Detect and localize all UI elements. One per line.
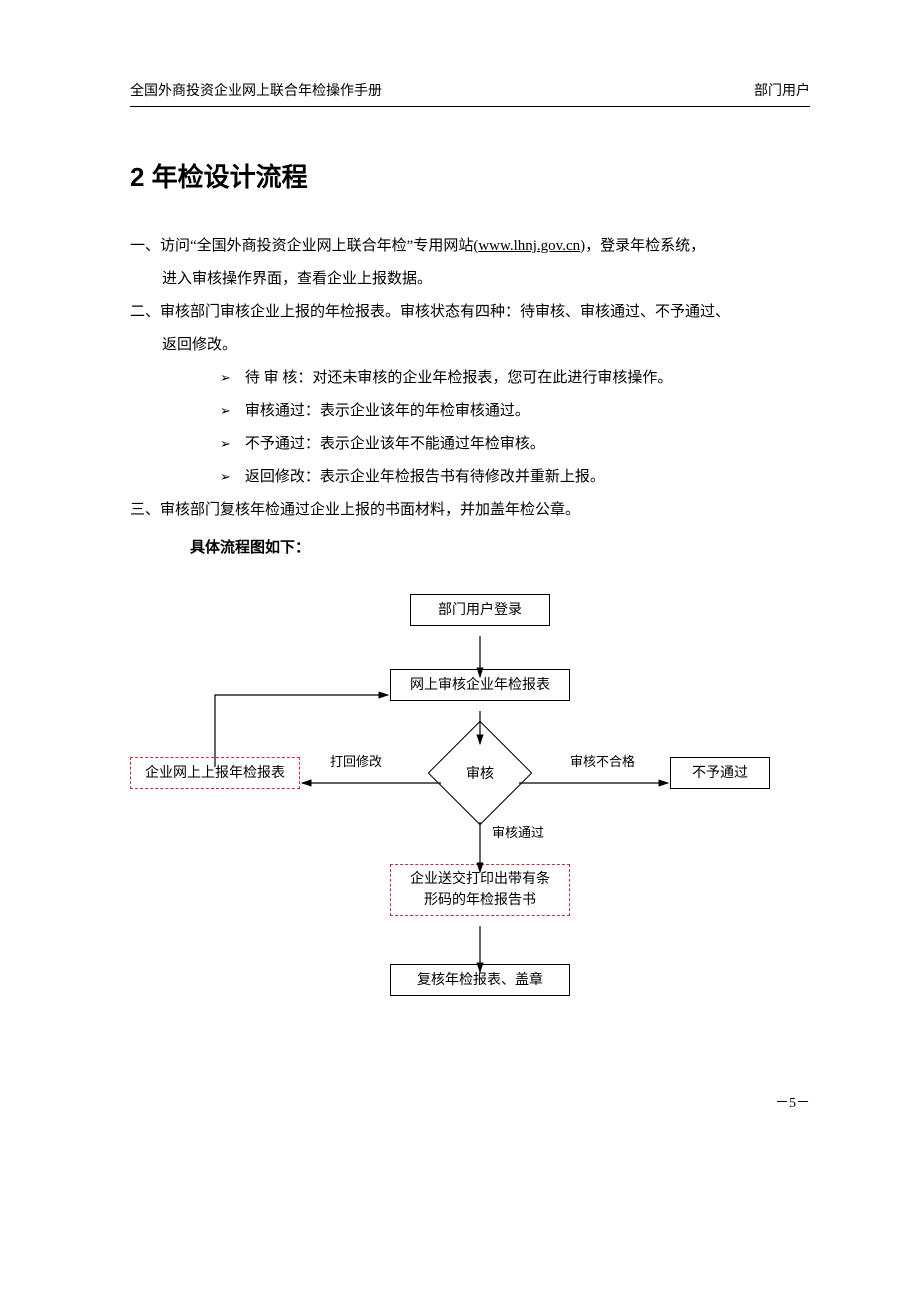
flow-subhead: 具体流程图如下： bbox=[130, 531, 810, 564]
paragraph-1-line2: 进入审核操作界面，查看企业上报数据。 bbox=[130, 263, 810, 296]
status-list: ➢ 待 审 核：对还未审核的企业年检报表，您可在此进行审核操作。 ➢ 审核通过：… bbox=[130, 362, 810, 494]
flow-node-resubmit: 企业网上上报年检报表 bbox=[130, 757, 300, 789]
flowchart: 部门用户登录 网上审核企业年检报表 审核 企业网上上报年检报表 不予通过 企业送… bbox=[130, 584, 810, 1064]
page: 全国外商投资企业网上联合年检操作手册 部门用户 2 年检设计流程 一、访问“全国… bbox=[0, 0, 920, 1162]
p1-suffix: )，登录年检系统， bbox=[580, 238, 705, 254]
list-item: ➢ 返回修改：表示企业年检报告书有待修改并重新上报。 bbox=[220, 461, 810, 494]
p1-prefix: 一、访问“全国外商投资企业网上联合年检”专用网站( bbox=[130, 238, 478, 254]
chevron-right-icon: ➢ bbox=[220, 397, 231, 426]
header-left: 全国外商投资企业网上联合年检操作手册 bbox=[130, 80, 382, 100]
list-item: ➢ 审核通过：表示企业该年的年检审核通过。 bbox=[220, 395, 810, 428]
list-item: ➢ 不予通过：表示企业该年不能通过年检审核。 bbox=[220, 428, 810, 461]
website-link[interactable]: www.lhnj.gov.cn bbox=[478, 238, 580, 254]
paragraph-3: 三、审核部门复核年检通过企业上报的书面材料，并加盖年检公章。 bbox=[130, 494, 810, 527]
header-right: 部门用户 bbox=[754, 80, 810, 100]
edge-label-return: 打回修改 bbox=[328, 751, 384, 770]
paragraph-2-line1: 二、审核部门审核企业上报的年检报表。审核状态有四种：待审核、审核通过、不予通过、 bbox=[130, 296, 810, 329]
page-header: 全国外商投资企业网上联合年检操作手册 部门用户 bbox=[130, 80, 810, 107]
flow-node-login: 部门用户登录 bbox=[410, 594, 550, 626]
flow-node-submit-print: 企业送交打印出带有条 形码的年检报告书 bbox=[390, 864, 570, 916]
edge-label-pass: 审核通过 bbox=[490, 822, 546, 841]
chevron-right-icon: ➢ bbox=[220, 430, 231, 459]
flow-decision-audit: 审核 bbox=[443, 736, 517, 810]
list-item: ➢ 待 审 核：对还未审核的企业年检报表，您可在此进行审核操作。 bbox=[220, 362, 810, 395]
flow-node-submit-line2: 形码的年检报告书 bbox=[424, 890, 536, 911]
paragraph-1-line1: 一、访问“全国外商投资企业网上联合年检”专用网站(www.lhnj.gov.cn… bbox=[130, 230, 810, 263]
flow-node-reject: 不予通过 bbox=[670, 757, 770, 789]
flow-node-final-review: 复核年检报表、盖章 bbox=[390, 964, 570, 996]
flow-node-submit-line1: 企业送交打印出带有条 bbox=[410, 869, 550, 890]
list-item-text: 返回修改：表示企业年检报告书有待修改并重新上报。 bbox=[245, 461, 605, 494]
page-number: －5－ bbox=[775, 1092, 810, 1112]
edge-label-fail: 审核不合格 bbox=[568, 751, 637, 770]
paragraph-2-line2: 返回修改。 bbox=[130, 329, 810, 362]
chevron-right-icon: ➢ bbox=[220, 364, 231, 393]
list-item-text: 不予通过：表示企业该年不能通过年检审核。 bbox=[245, 428, 545, 461]
flow-node-review-online: 网上审核企业年检报表 bbox=[390, 669, 570, 701]
list-item-text: 审核通过：表示企业该年的年检审核通过。 bbox=[245, 395, 530, 428]
chevron-right-icon: ➢ bbox=[220, 463, 231, 492]
list-item-text: 待 审 核：对还未审核的企业年检报表，您可在此进行审核操作。 bbox=[245, 362, 673, 395]
section-title: 2 年检设计流程 bbox=[130, 157, 810, 194]
flow-decision-label: 审核 bbox=[466, 763, 494, 783]
